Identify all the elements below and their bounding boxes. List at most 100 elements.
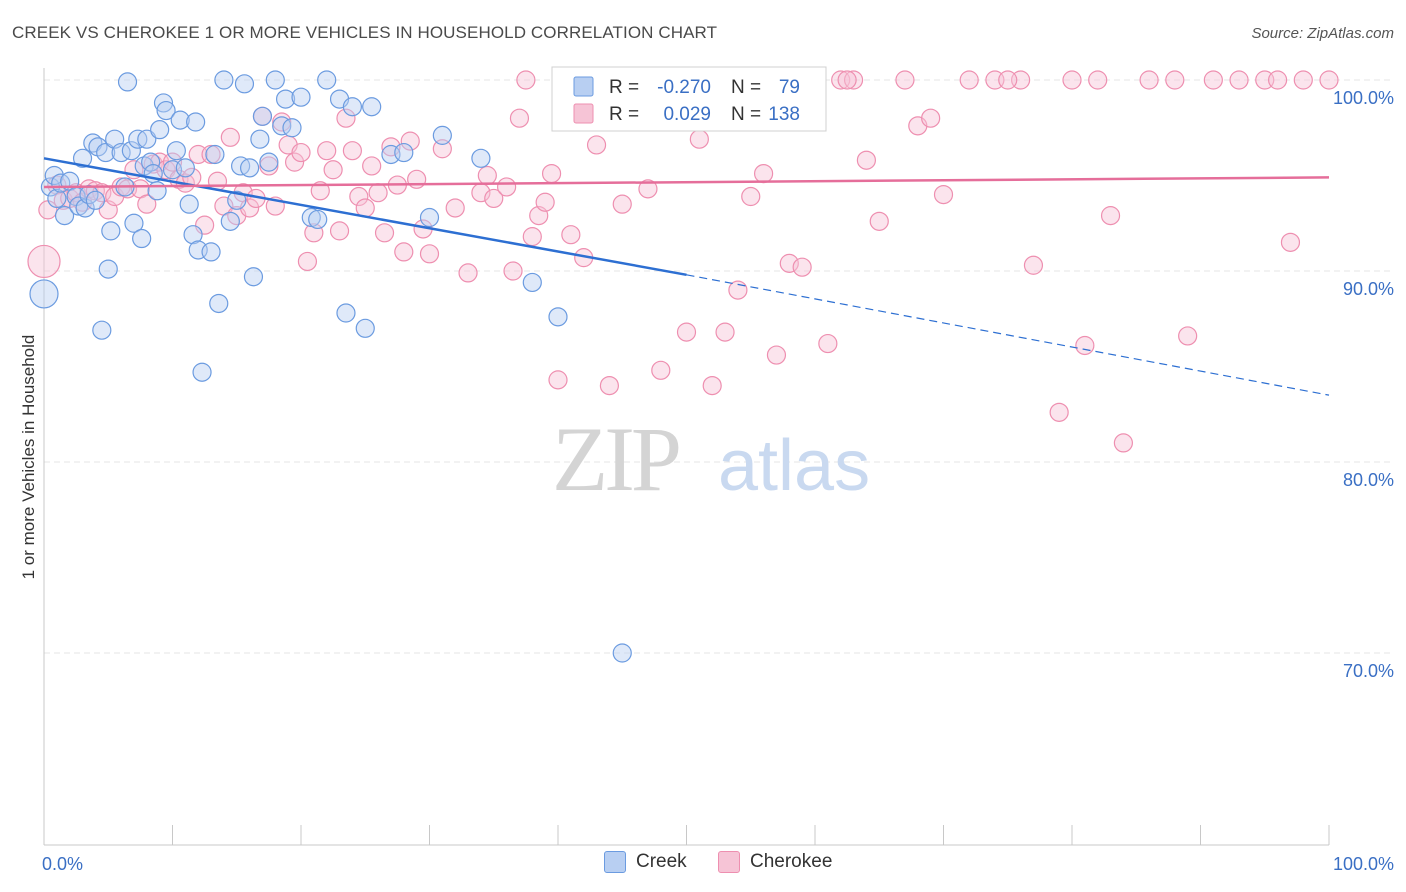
point-creek-61 bbox=[291, 87, 311, 107]
point-cherokee-108 bbox=[1049, 402, 1069, 422]
point-cherokee-68 bbox=[503, 261, 523, 281]
chart-title: CREEK VS CHEROKEE 1 OR MORE VEHICLES IN … bbox=[12, 23, 718, 42]
point-cherokee-65 bbox=[477, 165, 497, 186]
point-creek-77 bbox=[612, 643, 632, 663]
point-cherokee-126 bbox=[837, 70, 857, 90]
point-creek-26 bbox=[132, 228, 152, 249]
point-cherokee-75 bbox=[561, 225, 581, 245]
point-creek-36 bbox=[166, 141, 186, 161]
point-creek-54 bbox=[250, 129, 270, 149]
point-creek-59 bbox=[275, 89, 296, 109]
point-cherokee-92 bbox=[779, 253, 799, 273]
trend-line-creek-extension bbox=[686, 274, 1330, 396]
point-creek-38 bbox=[175, 158, 195, 178]
stats-r-label-creek: R = bbox=[609, 77, 639, 98]
point-cherokee-49 bbox=[349, 186, 369, 207]
legend-swatch-creek bbox=[604, 851, 626, 873]
point-creek-49 bbox=[227, 190, 247, 210]
point-cherokee-104 bbox=[959, 70, 979, 90]
point-cherokee-44 bbox=[317, 141, 337, 161]
point-cherokee-112 bbox=[1100, 206, 1121, 226]
point-creek-22 bbox=[117, 72, 138, 92]
y-tick-labels: 70.0% 80.0% 90.0% 100.0% bbox=[1333, 88, 1394, 681]
point-creek-41 bbox=[186, 112, 206, 132]
point-cherokee-95 bbox=[818, 333, 838, 354]
stats-r-value-cherokee: 0.029 bbox=[663, 104, 711, 125]
point-creek-12 bbox=[83, 133, 103, 153]
point-creek-66 bbox=[336, 303, 356, 323]
point-cherokee-109 bbox=[1062, 70, 1082, 90]
point-cherokee-89 bbox=[741, 186, 761, 207]
point-cherokee-127 bbox=[998, 70, 1018, 90]
point-cherokee-70 bbox=[522, 227, 542, 247]
point-creek-60 bbox=[282, 118, 302, 138]
legend-item-creek: Creek bbox=[604, 851, 687, 873]
point-cherokee-62 bbox=[445, 198, 465, 218]
point-creek-32 bbox=[150, 120, 170, 140]
point-cherokee-90 bbox=[753, 163, 774, 184]
point-creek-34 bbox=[156, 100, 176, 121]
point-creek-33 bbox=[153, 93, 174, 113]
x-ticks bbox=[43, 825, 1330, 845]
source-label: Source: ZipAtlas.com bbox=[1251, 25, 1394, 42]
point-creek-45 bbox=[205, 144, 225, 165]
point-cherokee-40 bbox=[291, 142, 311, 163]
point-creek-63 bbox=[308, 209, 328, 230]
point-creek-46 bbox=[209, 293, 229, 314]
legend-item-cherokee: Cherokee bbox=[718, 851, 832, 873]
point-cherokee-47 bbox=[336, 108, 356, 128]
point-creek-67 bbox=[342, 97, 362, 117]
y-tick-label-70: 70.0% bbox=[1343, 661, 1394, 681]
watermark: ZIP atlas bbox=[552, 408, 870, 510]
stats-n-label-creek: N = bbox=[731, 77, 761, 98]
point-cherokee-110 bbox=[1075, 335, 1095, 356]
point-cherokee-93 bbox=[792, 257, 812, 277]
point-creek-31 bbox=[147, 181, 167, 201]
point-cherokee-0 bbox=[27, 244, 61, 279]
point-cherokee-87 bbox=[715, 322, 735, 342]
legend-swatch-cherokee bbox=[718, 851, 740, 873]
point-cherokee-41 bbox=[297, 251, 318, 272]
trend-line-cherokee bbox=[43, 176, 1330, 189]
point-creek-5 bbox=[54, 206, 75, 226]
stats-r-label-cherokee: R = bbox=[609, 104, 639, 125]
point-creek-16 bbox=[96, 142, 116, 163]
point-creek-75 bbox=[522, 272, 542, 293]
point-cherokee-46 bbox=[329, 221, 350, 241]
point-cherokee-78 bbox=[599, 376, 620, 396]
y-tick-label-100: 100.0% bbox=[1333, 88, 1394, 108]
point-creek-69 bbox=[362, 97, 382, 117]
point-cherokee-116 bbox=[1178, 326, 1198, 346]
y-tick-label-90: 90.0% bbox=[1343, 279, 1394, 299]
point-creek-52 bbox=[240, 158, 260, 178]
point-cherokee-74 bbox=[548, 370, 568, 390]
y-tick-label-80: 80.0% bbox=[1343, 470, 1394, 490]
point-cherokee-103 bbox=[933, 185, 954, 205]
point-creek-13 bbox=[85, 190, 106, 210]
stats-legend: R = -0.270 N = 79 R = 0.029 N = 138 bbox=[551, 66, 827, 132]
point-creek-64 bbox=[317, 70, 337, 90]
point-creek-53 bbox=[243, 267, 264, 287]
point-cherokee-91 bbox=[766, 345, 787, 365]
point-cherokee-48 bbox=[342, 141, 362, 161]
point-cherokee-51 bbox=[362, 156, 382, 176]
point-creek-37 bbox=[170, 110, 190, 130]
point-cherokee-102 bbox=[921, 108, 941, 128]
point-cherokee-122 bbox=[1293, 70, 1313, 90]
point-creek-29 bbox=[141, 152, 161, 172]
y-axis-title: 1 or more Vehicles in Household bbox=[19, 335, 38, 580]
point-cherokee-57 bbox=[400, 131, 420, 151]
point-cherokee-100 bbox=[895, 70, 915, 90]
point-creek-56 bbox=[259, 152, 279, 172]
point-cherokee-114 bbox=[1139, 70, 1159, 90]
watermark-atlas: atlas bbox=[718, 426, 870, 506]
point-creek-15 bbox=[92, 320, 112, 340]
point-cherokee-67 bbox=[497, 177, 517, 197]
point-cherokee-66 bbox=[484, 188, 504, 209]
point-cherokee-123 bbox=[1319, 70, 1339, 90]
point-creek-14 bbox=[88, 137, 108, 157]
point-creek-24 bbox=[124, 213, 144, 233]
point-cherokee-113 bbox=[1113, 433, 1134, 453]
point-cherokee-84 bbox=[676, 322, 697, 342]
point-cherokee-58 bbox=[407, 169, 427, 189]
